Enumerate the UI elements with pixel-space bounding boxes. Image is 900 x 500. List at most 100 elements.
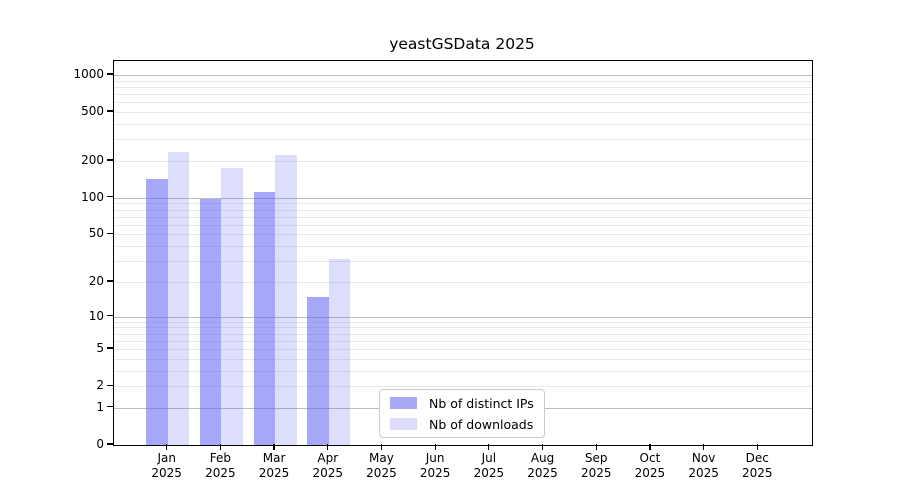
gridline xyxy=(114,112,812,114)
legend-swatch-downloads xyxy=(390,418,417,430)
x-tick-month: Aug xyxy=(530,451,555,465)
legend-entry: Nb of distinct IPs xyxy=(388,394,536,412)
y-tick-mark xyxy=(107,73,113,75)
x-tick-month: May xyxy=(369,451,394,465)
x-tick-year: 2025 xyxy=(742,466,773,480)
gridline xyxy=(114,80,812,82)
gridline xyxy=(114,316,812,318)
bar-distinct-ips-mar xyxy=(253,191,276,445)
bar-distinct-ips-apr xyxy=(307,296,329,445)
bar-downloads-feb xyxy=(221,168,243,445)
x-tick-year: 2025 xyxy=(258,466,290,480)
x-tick-label: Oct 2025 xyxy=(620,451,680,481)
y-tick-mark xyxy=(107,406,113,408)
y-tick-label: 10 xyxy=(88,308,104,323)
legend-label: Nb of distinct IPs xyxy=(429,395,534,411)
y-tick-mark xyxy=(107,159,113,161)
x-tick-label: Jul 2025 xyxy=(459,451,519,481)
x-tick-year: 2025 xyxy=(419,466,451,480)
x-tick-month: Jul xyxy=(481,451,497,465)
bar-downloads-apr xyxy=(328,259,351,445)
x-tick-month: Apr xyxy=(317,451,339,465)
x-tick-month: Feb xyxy=(209,451,231,465)
y-tick-mark xyxy=(107,280,113,282)
x-tick-year: 2025 xyxy=(634,466,666,480)
x-tick-label: Jan 2025 xyxy=(137,451,197,481)
x-tick-month: Dec xyxy=(745,451,769,465)
x-tick-label: Aug 2025 xyxy=(513,451,573,481)
x-tick-label: May 2025 xyxy=(351,451,411,481)
y-tick-label: 0 xyxy=(96,437,104,451)
y-tick-mark xyxy=(107,443,113,445)
y-tick-mark xyxy=(107,110,113,112)
y-tick-label: 100 xyxy=(81,189,104,204)
x-tick-mark xyxy=(703,444,705,450)
y-tick-label: 50 xyxy=(88,226,104,241)
y-tick-mark xyxy=(107,232,113,234)
bar-downloads-mar xyxy=(275,155,297,445)
x-tick-label: Sep 2025 xyxy=(566,451,626,481)
y-tick-label: 1 xyxy=(96,399,104,414)
bar-distinct-ips-feb xyxy=(199,198,222,445)
y-tick-label: 5 xyxy=(96,341,104,356)
x-tick-year: 2025 xyxy=(151,466,182,480)
legend: Nb of distinct IPs Nb of downloads xyxy=(379,389,545,438)
x-tick-label: Jun 2025 xyxy=(405,451,465,481)
gridline xyxy=(114,349,812,351)
x-tick-mark xyxy=(488,444,490,450)
bar-distinct-ips-jan xyxy=(146,179,168,445)
legend-swatch-distinct-ips xyxy=(390,397,417,409)
y-tick-mark xyxy=(107,314,113,317)
gridline xyxy=(114,370,812,372)
gridline xyxy=(114,224,812,226)
y-tick-mark xyxy=(107,347,113,349)
x-tick-label: Dec 2025 xyxy=(727,451,787,481)
x-tick-year: 2025 xyxy=(205,466,236,480)
gridline xyxy=(114,246,812,248)
gridline xyxy=(114,358,812,360)
x-tick-month: Sep xyxy=(584,451,608,465)
x-tick-year: 2025 xyxy=(580,466,612,480)
chart-title: yeastGSData 2025 xyxy=(389,35,535,53)
gridline xyxy=(114,321,812,323)
gridline xyxy=(114,123,812,125)
gridline xyxy=(114,261,812,263)
x-tick-label: Mar 2025 xyxy=(244,451,304,481)
plot-area xyxy=(113,60,813,446)
x-tick-mark xyxy=(380,444,383,450)
gridline xyxy=(114,160,812,162)
y-tick-label: 200 xyxy=(81,152,104,167)
y-tick-label: 500 xyxy=(81,104,104,119)
x-tick-mark xyxy=(273,444,275,450)
x-tick-year: 2025 xyxy=(473,466,505,480)
gridline xyxy=(114,86,812,88)
gridline xyxy=(114,216,812,218)
x-tick-mark xyxy=(541,444,544,450)
x-tick-mark xyxy=(595,444,597,450)
gridline xyxy=(114,234,812,236)
y-tick-mark xyxy=(107,196,113,198)
bar-downloads-jan xyxy=(167,152,190,445)
x-tick-month: Jan xyxy=(157,451,176,465)
gridline xyxy=(114,139,812,141)
x-tick-month: Mar xyxy=(262,451,286,465)
gridline xyxy=(114,281,812,283)
x-tick-month: Nov xyxy=(691,451,716,465)
gridline xyxy=(114,102,812,104)
x-tick-mark xyxy=(649,444,651,450)
gridline xyxy=(114,340,812,342)
legend-label: Nb of downloads xyxy=(429,416,534,432)
x-tick-mark xyxy=(219,444,221,450)
x-tick-mark xyxy=(166,444,168,450)
x-tick-mark xyxy=(756,444,758,450)
gridline xyxy=(114,386,812,388)
x-tick-label: Feb 2025 xyxy=(190,451,250,481)
gridline xyxy=(114,327,812,329)
gridline xyxy=(114,209,812,211)
x-tick-mark xyxy=(434,444,436,450)
gridline xyxy=(114,197,812,199)
x-tick-year: 2025 xyxy=(527,466,558,480)
x-tick-month: Oct xyxy=(639,451,661,465)
y-tick-mark xyxy=(107,384,113,386)
